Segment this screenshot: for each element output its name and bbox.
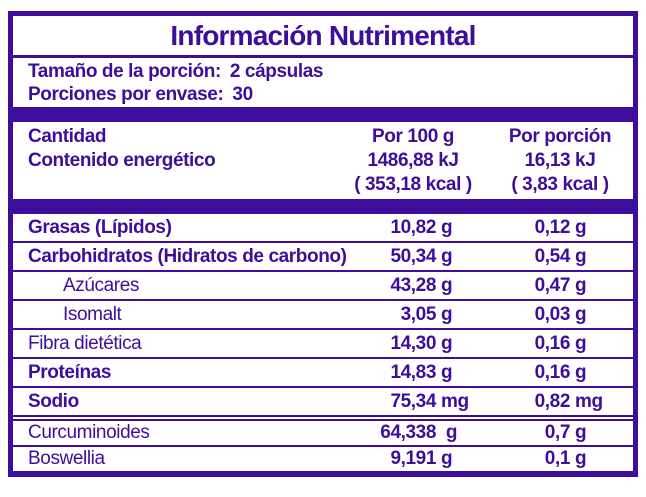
amount-header-line2: Contenido energético: [28, 150, 216, 171]
per-portion-value: 0,1 g: [544, 448, 587, 469]
per-100g-kcal: ( 353,18 kcal ): [354, 174, 472, 195]
per-portion-value: 0,12 g: [534, 217, 587, 238]
nutrient-label: Proteínas: [28, 362, 111, 383]
per-portion-kcal: ( 3,83 kcal ): [511, 174, 609, 195]
thick-separator-bar: [13, 107, 633, 122]
per-100g-value: 14,83 g: [390, 362, 453, 383]
per-portion-value: 0,16 g: [534, 362, 587, 383]
per-100g-value: 43,28 g: [390, 275, 453, 296]
per-100g-value: 14,30 g: [390, 333, 453, 354]
per-portion-value: 0,47 g: [534, 275, 587, 296]
table-row-isomalt: Isomalt 3,05 g 0,03 g: [13, 299, 633, 328]
per-portion-header: Por porción 16,13 kJ ( 3,83 kcal ): [503, 125, 633, 197]
serving-size-line: Tamaño de la porción: 2 cápsulas: [28, 60, 633, 83]
per-100g-value: 3,05 g: [400, 304, 453, 325]
nutrient-label: Curcuminoides: [28, 422, 150, 443]
per-100g-value: 75,34 mg: [390, 391, 469, 412]
serving-size-label: Tamaño de la porción:: [28, 61, 221, 82]
amount-header: Cantidad Contenido energético: [13, 125, 343, 197]
table-row-fibra: Fibra dietética 14,30 g 0,16 g: [13, 328, 633, 357]
nutrient-label: Isomalt: [63, 304, 122, 325]
per-100g-value: 64,338 g: [380, 422, 458, 443]
label-title-bar: Información Nutrimental: [13, 16, 633, 58]
nutrient-rows: Grasas (Lípidos) 10,82 g 0,12 g Carbohidra…: [13, 214, 633, 415]
label-title: Información Nutrimental: [170, 20, 476, 51]
table-row-grasas: Grasas (Lípidos) 10,82 g 0,12 g: [13, 214, 633, 241]
amount-header-line1: Cantidad: [28, 126, 107, 147]
per-portion-value: 0,03 g: [534, 304, 587, 325]
per-portion-title: Por porción: [508, 126, 612, 147]
per-100g-header: Por 100 g 1486,88 kJ ( 353,18 kcal ): [343, 125, 503, 197]
table-row-carbohidratos: Carbohidratos (Hidratos de carbono) 50,3…: [13, 241, 633, 270]
thick-separator-bar: [13, 199, 633, 214]
servings-per-container-value: 30: [232, 84, 253, 105]
table-row-azucares: Azúcares 43,28 g 0,47 g: [13, 270, 633, 299]
per-100g-value: 50,34 g: [390, 246, 453, 267]
per-portion-value: 0,7 g: [544, 422, 587, 443]
per-portion-kj: 16,13 kJ: [524, 150, 596, 171]
botanical-rows: Curcuminoides 64,338 g 0,7 g Boswellia 9,…: [13, 421, 633, 471]
table-row-proteinas: Proteínas 14,83 g 0,16 g: [13, 357, 633, 386]
nutrient-label: Sodio: [28, 391, 79, 412]
per-portion-value: 0,54 g: [534, 246, 587, 267]
per-portion-value: 0,82 mg: [534, 391, 603, 412]
table-row-sodio: Sodio 75,34 mg 0,82 mg: [13, 386, 633, 415]
serving-info: Tamaño de la porción: 2 cápsulas Porcione…: [13, 58, 633, 107]
nutrient-label: Carbohidratos (Hidratos de carbono): [28, 246, 347, 267]
nutrition-label: Información Nutrimental Tamaño de la por…: [8, 11, 638, 477]
nutrient-label: Grasas (Lípidos): [28, 217, 172, 238]
nutrient-label: Fibra dietética: [28, 333, 142, 354]
nutrient-label: Boswellia: [28, 448, 105, 469]
medium-separator-bar: [13, 415, 633, 421]
per-100g-value: 10,82 g: [390, 217, 453, 238]
per-100g-value: 9,191 g: [390, 448, 453, 469]
table-row-curcuminoides: Curcuminoides 64,338 g 0,7 g: [13, 421, 633, 445]
servings-per-container-line: Porciones por envase: 30: [28, 83, 633, 106]
per-100g-title: Por 100 g: [372, 126, 454, 147]
nutrient-label: Azúcares: [63, 275, 140, 296]
servings-per-container-label: Porciones por envase:: [28, 84, 224, 105]
column-header-section: Cantidad Contenido energético Por 100 g …: [13, 122, 633, 199]
per-100g-kj: 1486,88 kJ: [367, 150, 459, 171]
serving-size-value: 2 cápsulas: [229, 61, 324, 82]
per-portion-value: 0,16 g: [534, 333, 587, 354]
table-row-boswellia: Boswellia 9,191 g 0,1 g: [13, 445, 633, 471]
